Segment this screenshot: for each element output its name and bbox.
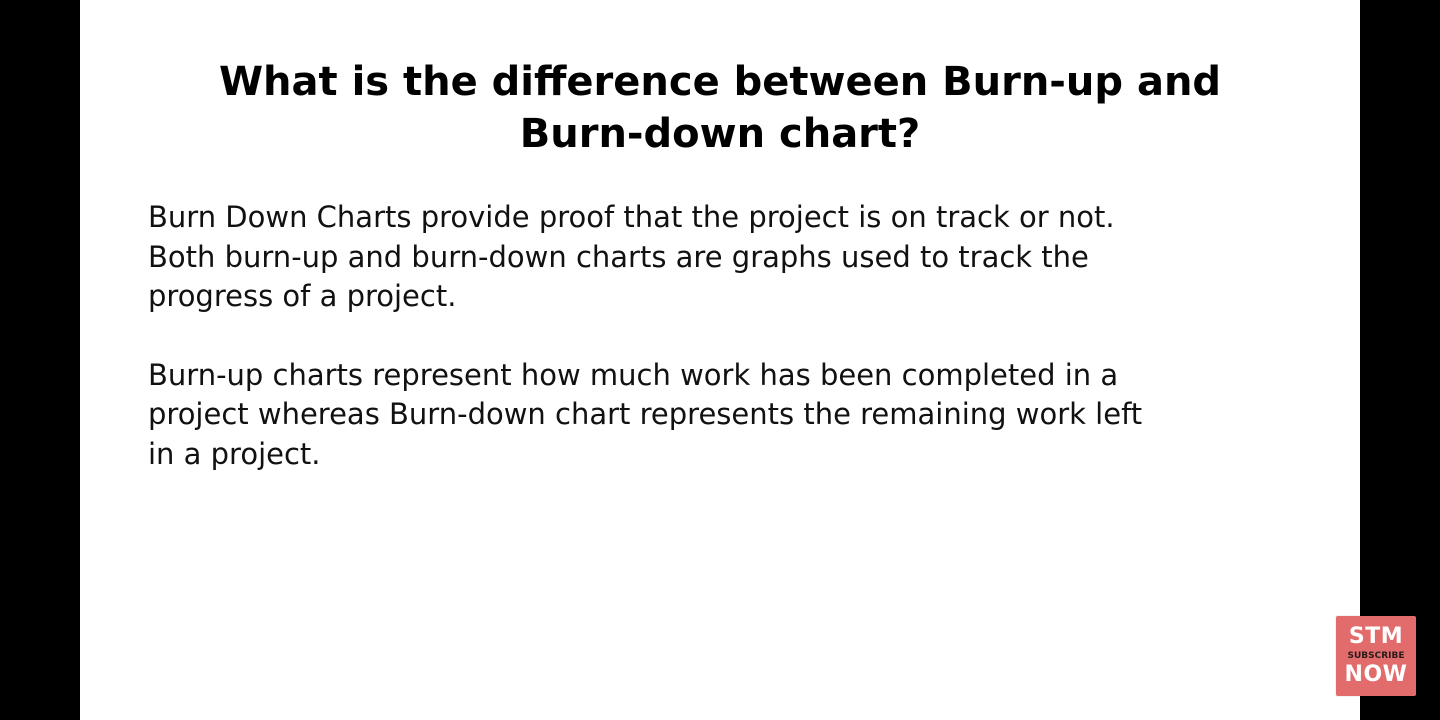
badge-now-text: NOW [1344,662,1408,687]
slide: What is the difference between Burn-up a… [80,0,1360,720]
subscribe-now-badge[interactable]: STM SUBSCRIBE NOW [1336,616,1416,696]
slide-body: Burn Down Charts provide proof that the … [148,198,1288,474]
badge-subscribe-text: SUBSCRIBE [1347,651,1405,661]
paragraph-1: Burn Down Charts provide proof that the … [148,200,1115,313]
paragraph-2: Burn-up charts represent how much work h… [148,357,1143,471]
badge-brand-text: STM [1348,624,1404,649]
slide-title: What is the difference between Burn-up a… [218,59,1222,157]
